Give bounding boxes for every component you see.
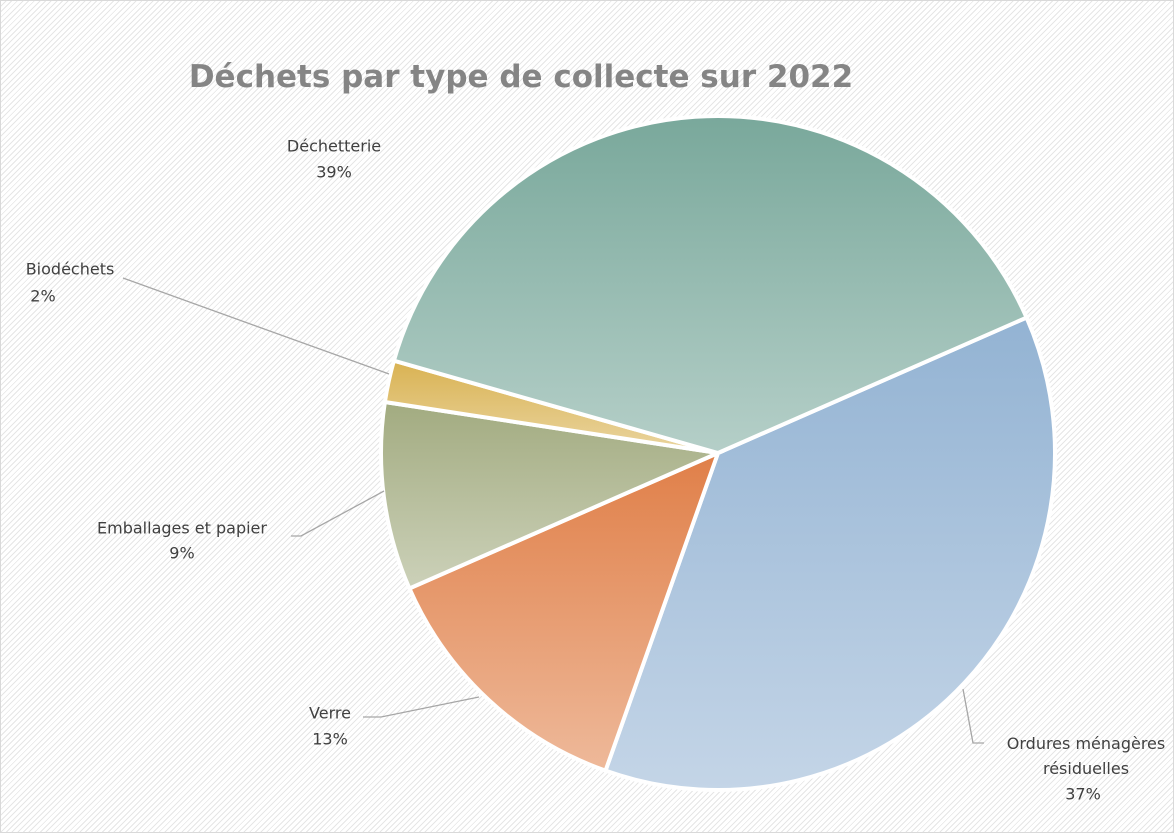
slice-value-label: 13% bbox=[312, 729, 348, 749]
slice-value-label: 39% bbox=[316, 162, 352, 182]
leader-line bbox=[962, 688, 984, 744]
pie-slice bbox=[602, 314, 1057, 792]
pie-slice bbox=[379, 399, 726, 592]
slice-value-label: 2% bbox=[30, 286, 56, 306]
slice-label: Emballages et papier bbox=[97, 518, 267, 538]
slice-label: Déchetterie bbox=[286, 136, 382, 156]
slice-value-label: 9% bbox=[169, 543, 195, 563]
pie-slice bbox=[406, 449, 722, 774]
leader-line bbox=[122, 277, 390, 375]
leader-line bbox=[363, 696, 480, 718]
slice-value-label: 37% bbox=[1065, 784, 1101, 804]
leader-line bbox=[291, 490, 385, 537]
slice-label: Ordures ménagères résiduelles bbox=[1006, 734, 1166, 778]
chart-title: Déchets par type de collecte sur 2022 bbox=[188, 59, 854, 95]
slice-label: Biodéchets bbox=[25, 259, 115, 279]
slice-label: Verre bbox=[309, 703, 351, 723]
pie-slice bbox=[391, 114, 1030, 456]
